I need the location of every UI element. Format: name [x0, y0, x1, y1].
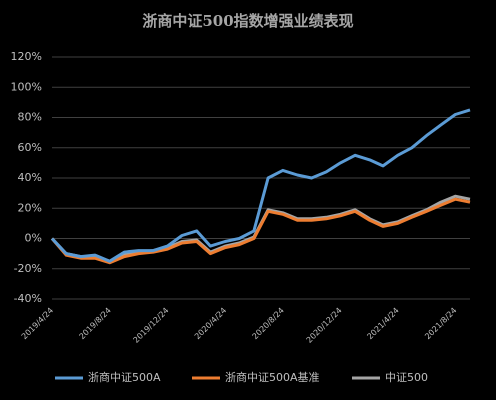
- x-tick-label: 2021/4/24: [365, 306, 400, 341]
- y-tick-label: -20%: [14, 262, 42, 275]
- y-tick-label: 60%: [18, 141, 42, 154]
- x-tick-label: 2019/12/24: [132, 306, 171, 345]
- y-tick-label: 100%: [11, 80, 42, 93]
- y-tick-label: 20%: [18, 201, 42, 214]
- y-tick-label: 80%: [18, 111, 42, 124]
- y-tick-label: -40%: [14, 292, 42, 305]
- legend-label: 中证500: [385, 371, 428, 384]
- x-tick-label: 2019/8/24: [77, 306, 112, 341]
- y-tick-label: 40%: [18, 171, 42, 184]
- x-tick-label: 2021/8/24: [423, 306, 458, 341]
- x-tick-label: 2019/4/24: [20, 306, 55, 341]
- y-tick-label: 0%: [25, 232, 42, 245]
- x-tick-label: 2020/12/24: [305, 306, 344, 345]
- y-tick-label: 120%: [11, 50, 42, 63]
- series-line: [50, 108, 471, 263]
- series-line: [50, 197, 471, 265]
- x-tick-label: 2020/4/24: [193, 306, 228, 341]
- x-tick-label: 2020/8/24: [251, 306, 286, 341]
- chart-title: 浙商中证500指数增强业绩表现: [142, 12, 353, 30]
- legend-label: 浙商中证500A: [88, 370, 161, 384]
- legend-label: 浙商中证500A基准: [225, 370, 320, 384]
